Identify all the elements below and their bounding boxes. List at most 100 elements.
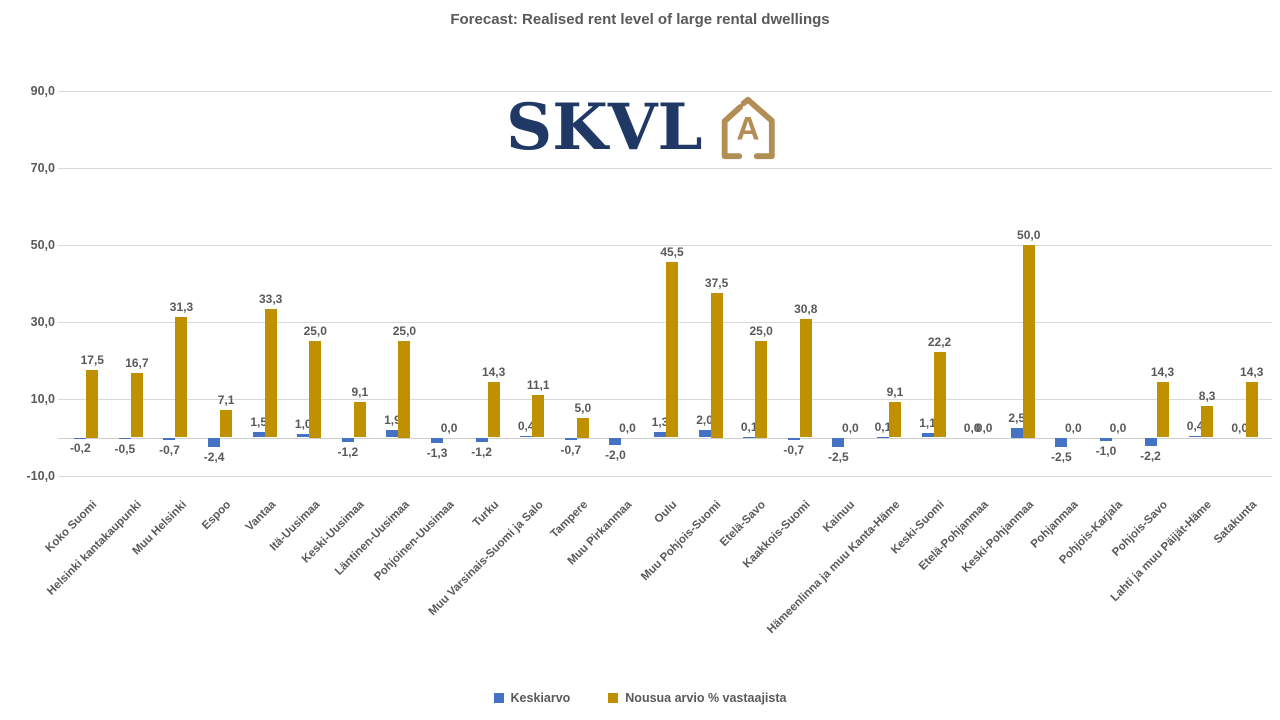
data-label: 11,1	[526, 377, 550, 392]
house-a-icon: A	[721, 96, 775, 160]
data-label: 25,0	[303, 324, 327, 339]
x-axis-label: Turku	[470, 498, 501, 530]
data-label: 9,1	[886, 385, 904, 400]
data-label: 0,4	[1186, 418, 1204, 433]
data-label: 25,0	[392, 324, 417, 339]
bar-nousua	[532, 394, 545, 438]
data-label: 45,5	[660, 245, 684, 260]
y-axis-label: -10,0	[26, 469, 56, 483]
bar-keskiarvo	[1189, 435, 1202, 438]
gridline	[58, 399, 1272, 400]
bar-keskiarvo	[609, 437, 622, 446]
data-label: -0,5	[114, 442, 136, 457]
bar-keskiarvo	[654, 432, 666, 438]
bar-nousua	[710, 293, 723, 438]
data-label: 1,5	[250, 414, 267, 429]
data-label: 0,0	[1064, 420, 1082, 435]
bar-keskiarvo	[787, 437, 800, 441]
bar-nousua	[353, 402, 366, 438]
bar-keskiarvo	[520, 435, 533, 438]
bar-nousua	[755, 341, 768, 438]
data-label: 0,4	[517, 418, 535, 433]
bar-keskiarvo	[1099, 437, 1112, 442]
data-label: -0,7	[159, 443, 180, 458]
data-label: 0,0	[963, 420, 981, 435]
data-label: 1,0	[294, 416, 312, 431]
data-label: -1,2	[337, 445, 359, 460]
bar-nousua	[576, 418, 589, 438]
data-label: 2,0	[696, 412, 713, 427]
bar-keskiarvo	[163, 437, 176, 441]
data-label: 1,9	[384, 413, 401, 428]
bar-nousua	[1156, 382, 1169, 438]
gridline	[58, 91, 1272, 92]
bar-nousua	[1245, 382, 1258, 438]
x-axis-label: Kainuu	[821, 498, 858, 535]
bar-keskiarvo	[921, 433, 934, 438]
bar-keskiarvo	[832, 437, 845, 448]
gridline	[58, 476, 1272, 477]
x-axis-label: Vantaa	[243, 498, 278, 534]
data-label: 0,0	[619, 420, 636, 435]
y-axis-label: 70,0	[30, 161, 55, 175]
data-label: -1,0	[1095, 444, 1117, 459]
legend-swatch	[493, 693, 504, 703]
legend-label: Nousua arvio % vastaajista	[625, 691, 787, 705]
legend-swatch	[608, 693, 619, 703]
x-axis-label: Espoo	[199, 498, 234, 533]
data-label: 2,5	[1008, 410, 1026, 425]
bar-keskiarvo	[252, 431, 265, 438]
data-label: -0,7	[560, 443, 582, 458]
bar-keskiarvo	[297, 433, 310, 438]
bar-nousua	[888, 402, 901, 438]
data-label: 0,0	[842, 420, 859, 435]
data-label: 22,2	[927, 335, 952, 350]
data-label: -1,3	[426, 445, 448, 460]
data-label: 0,1	[740, 420, 758, 435]
legend-item: Nousua arvio % vastaajista	[608, 691, 786, 705]
data-label: 8,3	[1198, 388, 1216, 403]
bar-keskiarvo	[1144, 437, 1157, 446]
y-axis-label: 90,0	[30, 84, 55, 98]
bar-nousua	[398, 341, 411, 438]
data-label: 16,7	[125, 356, 149, 371]
bar-nousua	[933, 352, 946, 438]
data-label: -2,5	[1050, 450, 1072, 465]
bar-nousua	[220, 410, 233, 438]
data-label: 50,0	[1017, 228, 1041, 242]
bar-keskiarvo	[1010, 427, 1023, 438]
data-label: 31,3	[169, 299, 194, 314]
data-label: 0,0	[975, 420, 993, 435]
skvl-logo: SKVL A	[506, 92, 783, 164]
bar-nousua	[309, 341, 322, 438]
house-a-icon-letter: A	[736, 111, 759, 147]
data-label: -0,7	[783, 443, 805, 458]
category-axis-line	[58, 437, 1272, 439]
bar-nousua	[264, 309, 277, 438]
bar-keskiarvo	[475, 437, 488, 443]
x-axis-label: Satakunta	[1211, 498, 1259, 547]
data-label: 1,3	[651, 415, 669, 430]
data-label: 25,0	[749, 324, 773, 339]
x-axis-label: Tampere	[548, 498, 591, 541]
bar-nousua	[130, 373, 143, 438]
data-label: 5,0	[574, 401, 592, 416]
data-label: 0,0	[1231, 420, 1249, 435]
data-label: 14,3	[1240, 365, 1264, 380]
bar-keskiarvo	[74, 437, 87, 439]
data-label: 1,1	[919, 416, 936, 431]
gridline	[58, 168, 1272, 169]
bar-nousua	[799, 318, 812, 438]
x-axis-label: Muu Pohjois-Suomi	[639, 498, 724, 584]
skvl-logo-text: SKVL	[506, 90, 703, 165]
bar-nousua	[666, 262, 678, 438]
bar-keskiarvo	[564, 437, 577, 441]
data-label: -2,4	[203, 449, 225, 464]
legend-item: Keskiarvo	[493, 691, 570, 705]
data-label: 17,5	[80, 353, 104, 368]
data-label: 14,3	[1150, 365, 1175, 380]
data-label: -0,2	[69, 441, 91, 456]
bar-nousua	[175, 316, 188, 438]
bar-nousua	[86, 370, 99, 438]
